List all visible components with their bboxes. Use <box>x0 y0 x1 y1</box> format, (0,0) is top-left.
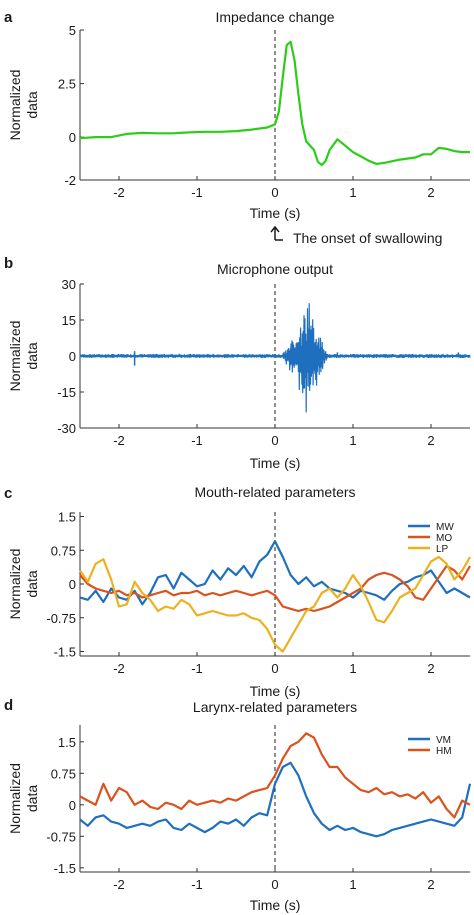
series-line-mw <box>79 540 471 606</box>
x-tick-label: 0 <box>271 433 278 448</box>
y-axis-label-line: Normalized <box>7 763 23 834</box>
y-tick-label: 0 <box>69 349 76 364</box>
y-axis-label-line: Normalized <box>7 70 23 141</box>
y-axis-label: Normalizeddata <box>7 549 40 620</box>
legend-label-mo: MO <box>436 533 452 544</box>
panel-title: Microphone output <box>217 261 333 277</box>
x-tick-label: 0 <box>271 185 278 200</box>
y-tick-label: 0 <box>69 798 76 813</box>
series-line-main <box>79 40 470 167</box>
y-axis-label-line: data <box>24 342 40 369</box>
series-line-vm <box>79 761 472 838</box>
y-tick-label: -30 <box>57 421 76 436</box>
series-line-hm <box>79 732 471 819</box>
x-tick-label: 0 <box>271 661 278 676</box>
panel-title: Impedance change <box>215 9 334 25</box>
onset-arrow-icon <box>270 225 283 241</box>
y-tick-label: 30 <box>62 277 76 292</box>
y-tick-label: -2 <box>64 173 76 188</box>
y-tick-label: 0.75 <box>51 766 76 781</box>
x-tick-label: 2 <box>427 185 434 200</box>
series-line-microphone <box>79 303 471 413</box>
y-tick-label: 2.5 <box>58 77 76 92</box>
y-axis-label-line: Normalized <box>7 321 23 392</box>
y-axis-label: Normalizeddata <box>7 763 40 834</box>
series-line-mo <box>79 564 471 613</box>
panel-letter: d <box>4 697 13 714</box>
x-axis-label: Time (s) <box>250 455 301 471</box>
y-tick-label: 1.5 <box>58 510 76 525</box>
y-tick-label: 15 <box>62 313 76 328</box>
x-axis-label: Time (s) <box>250 683 301 699</box>
x-tick-label: -2 <box>113 661 125 676</box>
x-tick-label: 2 <box>427 877 434 892</box>
onset-annotation-text: The onset of swallowing <box>293 230 442 246</box>
legend-label-mw: MW <box>436 522 454 533</box>
panel-letter: b <box>4 255 13 272</box>
legend-label-lp: LP <box>436 544 449 555</box>
y-axis-label-line: data <box>24 785 40 812</box>
y-axis-label-line: Normalized <box>7 549 23 620</box>
panel-title: Mouth-related parameters <box>194 484 355 500</box>
x-tick-label: -1 <box>191 433 203 448</box>
panel-c: c Mouth-related parameters Normalizeddata 1… <box>4 484 471 699</box>
panel-d: d Larynx-related parameters Normalizeddata… <box>4 697 472 913</box>
x-tick-label: 1 <box>349 433 356 448</box>
x-axis-label: Time (s) <box>250 897 301 913</box>
y-tick-label: 0 <box>69 130 76 145</box>
legend-label-vm: VM <box>436 735 451 746</box>
y-tick-label: -0.75 <box>46 829 76 844</box>
onset-annotation: The onset of swallowing <box>270 225 442 246</box>
x-tick-label: -1 <box>191 661 203 676</box>
x-tick-label: -2 <box>113 877 125 892</box>
panel-a: a Impedance change Normalizeddata 5 2.5 0 -2 -2… <box>4 9 470 221</box>
x-tick-label: 2 <box>427 433 434 448</box>
x-tick-label: 2 <box>427 661 434 676</box>
y-tick-label: -15 <box>57 385 76 400</box>
y-tick-label: 0.75 <box>51 543 76 558</box>
y-tick-label: 0 <box>69 577 76 592</box>
panel-title: Larynx-related parameters <box>193 699 357 715</box>
panel-letter: a <box>4 9 13 26</box>
x-axis-label: Time (s) <box>250 205 301 221</box>
x-tick-label: 1 <box>349 877 356 892</box>
x-tick-label: -2 <box>113 185 125 200</box>
y-axis-label: Normalizeddata <box>7 321 40 392</box>
y-tick-label: -1.5 <box>54 861 76 876</box>
legend-label-hm: HM <box>436 746 452 757</box>
y-tick-label: 1.5 <box>58 735 76 750</box>
y-axis-label-line: data <box>24 570 40 597</box>
y-tick-label: 5 <box>69 23 76 38</box>
x-tick-label: 1 <box>349 185 356 200</box>
y-axis-label: Normalizeddata <box>7 70 40 141</box>
panel-letter: c <box>4 485 12 502</box>
x-tick-label: -1 <box>191 877 203 892</box>
series-line-lp <box>79 555 471 653</box>
y-tick-label: -0.75 <box>46 611 76 626</box>
y-axis-label-line: data <box>24 91 40 118</box>
y-tick-label: -1.5 <box>54 645 76 660</box>
x-tick-label: -1 <box>191 185 203 200</box>
x-tick-label: 0 <box>271 877 278 892</box>
x-tick-label: 1 <box>349 661 356 676</box>
panel-b: b Microphone output Normalizeddata 30 15 0 -15… <box>4 255 471 471</box>
x-tick-label: -2 <box>113 433 125 448</box>
